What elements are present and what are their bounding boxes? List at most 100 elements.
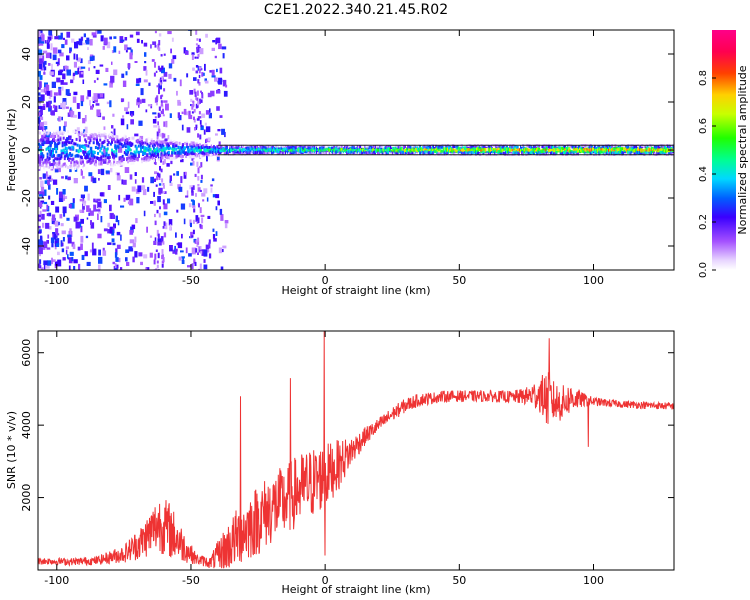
spectrogram-cell	[543, 146, 546, 149]
spectrogram-cell	[60, 32, 63, 39]
spectrogram-cell	[42, 135, 45, 139]
spectrogram-cell	[491, 144, 493, 148]
spectrogram-cell	[65, 249, 68, 255]
spectrogram-cell	[449, 148, 452, 152]
spectrogram-cell	[41, 106, 45, 110]
spectrogram-cell	[610, 150, 613, 154]
spectrogram-cell	[47, 234, 50, 239]
spectrogram-cell	[654, 145, 657, 149]
spectrogram-cell	[494, 147, 497, 151]
spectrogram-cell	[86, 160, 89, 164]
spectrogram-cell	[46, 132, 49, 136]
spectrogram-cell	[199, 165, 202, 169]
spectrogram-cell	[96, 93, 101, 99]
spectrogram-cell	[466, 144, 469, 148]
spectrogram-cell	[270, 147, 273, 151]
spectrogram-cell	[197, 116, 202, 119]
spectrogram-cell	[109, 81, 113, 88]
spectrogram-cell	[67, 155, 69, 159]
spectrogram-cell	[149, 152, 152, 156]
spectrogram-cell	[130, 142, 133, 146]
spectrogram-cell	[182, 146, 185, 150]
spectrogram-cell	[167, 135, 170, 140]
spectrogram-cell	[99, 93, 104, 98]
spectrogram-cell	[156, 260, 159, 264]
spectrogram-cell	[522, 152, 525, 156]
spectrogram-cell	[62, 206, 67, 214]
spectrogram-cell	[218, 146, 221, 150]
spectrogram-cell	[129, 158, 132, 162]
spectrogram-cell	[137, 185, 142, 193]
spectrogram-cell	[275, 144, 278, 148]
spectrogram-cell	[157, 153, 160, 157]
spectrogram-cell	[39, 194, 43, 197]
spectrogram-cell	[566, 147, 569, 150]
spectrogram-cell	[286, 152, 288, 156]
spectrogram-cell	[266, 144, 269, 148]
spectrogram-cell	[157, 233, 160, 239]
spectrogram-cell	[136, 38, 140, 43]
spectrogram-cell	[170, 48, 172, 54]
spectrogram-cell	[111, 229, 115, 236]
spectrogram-cell	[159, 166, 161, 171]
spectrogram-cell	[161, 178, 164, 183]
spectrogram-cell	[153, 191, 155, 197]
spectrogram-cell	[54, 129, 57, 133]
spectrogram-cell	[97, 213, 99, 220]
spectrogram-cell	[62, 130, 65, 134]
spectrogram-cell	[142, 152, 145, 156]
spectrogram-cell	[226, 150, 229, 154]
spectrogram-cell	[472, 150, 475, 154]
spectrogram-cell	[478, 148, 481, 152]
spectrogram-cell	[161, 67, 165, 74]
spectrogram-cell	[199, 120, 202, 125]
spectrogram-cell	[558, 146, 561, 150]
spectrogram-cell	[54, 135, 57, 138]
spectrogram-cell	[445, 145, 448, 149]
spectrogram-cell	[72, 167, 75, 171]
spectrogram-cell	[434, 150, 437, 154]
spectrogram-cell	[171, 151, 174, 155]
spectrogram-cell	[113, 137, 116, 141]
spectrogram-cell	[77, 164, 80, 168]
spectrogram-cell	[623, 147, 625, 151]
spectrogram-cell	[369, 149, 372, 153]
colorbar: 0.00.20.40.60.8 Normalized spectral ampl…	[698, 30, 749, 278]
spectrogram-cell	[130, 226, 134, 233]
spectrogram-cell	[652, 148, 654, 152]
spectrogram-cell	[162, 114, 165, 117]
spectrogram-cell	[323, 151, 326, 155]
spectrogram-cell	[238, 147, 241, 151]
spectrogram-cell	[109, 100, 112, 108]
spectrogram-cell	[462, 152, 464, 156]
spectrogram-cell	[328, 151, 331, 155]
spectrogram-cell	[196, 47, 199, 54]
spectrogram-cell	[62, 237, 65, 242]
spectrogram-cell	[508, 151, 511, 155]
spectrogram-cell	[153, 72, 156, 77]
spectrogram-cell	[92, 154, 95, 158]
spectrogram-cell	[480, 148, 483, 152]
spectrogram-cell	[58, 89, 62, 96]
spectrogram-cell	[345, 147, 347, 151]
spectrogram-cell	[154, 220, 157, 226]
spectrogram-cell	[445, 152, 448, 155]
spectrogram-cell	[155, 141, 157, 145]
spectrogram-cell	[44, 180, 49, 184]
spectrogram-cell	[600, 150, 603, 154]
spectrogram-cell	[120, 98, 125, 102]
spectrogram-cell	[474, 144, 477, 148]
spectrogram-cell	[78, 146, 81, 150]
spectrogram-cell	[324, 149, 327, 153]
spectrogram-cell	[431, 146, 434, 150]
spectrogram-cell	[103, 83, 108, 86]
spectrogram-cell	[149, 155, 152, 159]
spectrogram-cell	[46, 171, 48, 177]
spectrogram-cell	[509, 146, 512, 150]
spectrogram-cell	[38, 49, 43, 56]
spectrogram-cell	[658, 148, 661, 152]
spectrogram-cell	[150, 139, 153, 143]
spectrogram-cell	[155, 249, 158, 252]
spectrogram-cell	[645, 151, 648, 155]
spectrogram-cell	[158, 88, 160, 95]
